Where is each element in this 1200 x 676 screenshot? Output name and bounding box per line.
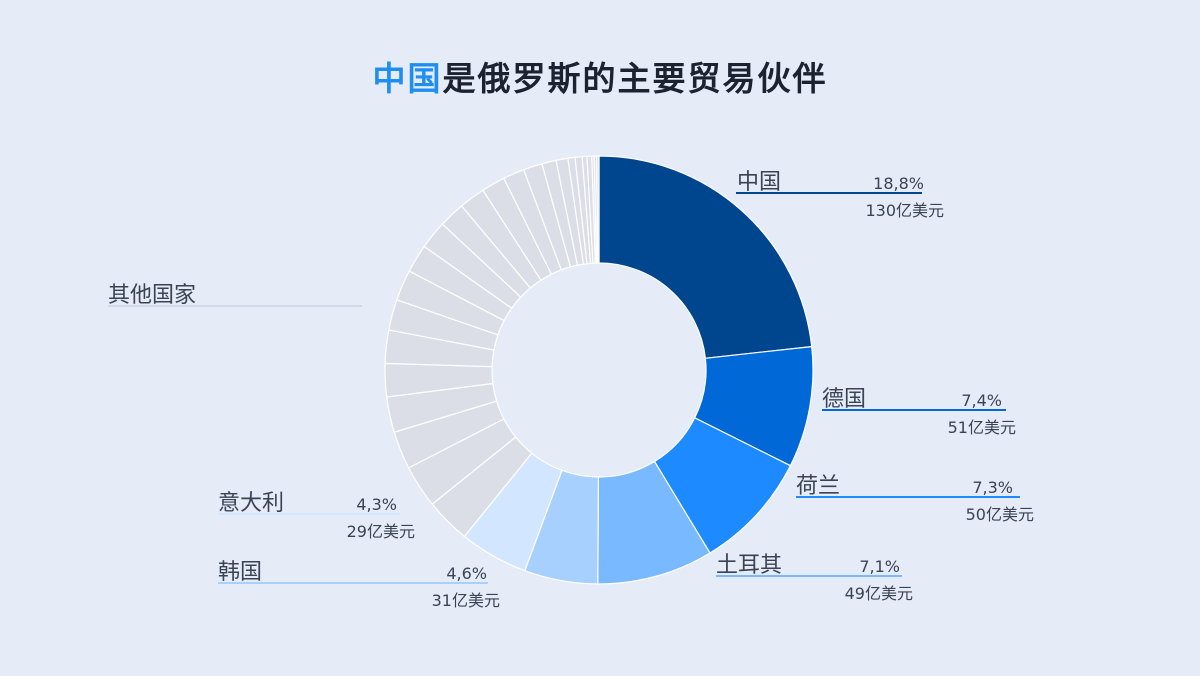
label-percent-1: 7,4%: [961, 391, 1002, 410]
label-amount-5: 29亿美元: [347, 522, 415, 541]
label-name-2: 荷兰: [796, 474, 840, 499]
slice-0: [598, 155, 813, 359]
label-percent-4: 4,6%: [446, 564, 487, 583]
label-name-3: 土耳其: [716, 553, 782, 578]
label-amount-4: 31亿美元: [432, 591, 500, 610]
label-percent-5: 4,3%: [356, 495, 397, 514]
label-name-1: 德国: [822, 387, 866, 412]
label-amount-2: 50亿美元: [966, 505, 1034, 524]
label-name-5: 意大利: [218, 491, 284, 516]
title-highlight: 中国: [372, 59, 443, 98]
slice-other-23: [595, 155, 600, 264]
chart-title: 中国是俄罗斯的主要贸易伙伴: [0, 52, 1200, 100]
label-name-0: 中国: [737, 170, 781, 195]
label-name-4: 韩国: [218, 560, 262, 585]
label-name-others: 其他国家: [108, 283, 196, 308]
label-amount-1: 51亿美元: [948, 418, 1016, 437]
label-percent-3: 7,1%: [859, 557, 900, 576]
title-rest: 是俄罗斯的主要贸易伙伴: [442, 59, 828, 98]
label-percent-0: 18,8%: [873, 174, 924, 193]
label-percent-2: 7,3%: [972, 478, 1013, 497]
label-amount-0: 130亿美元: [865, 201, 944, 220]
label-amount-3: 49亿美元: [845, 584, 913, 603]
